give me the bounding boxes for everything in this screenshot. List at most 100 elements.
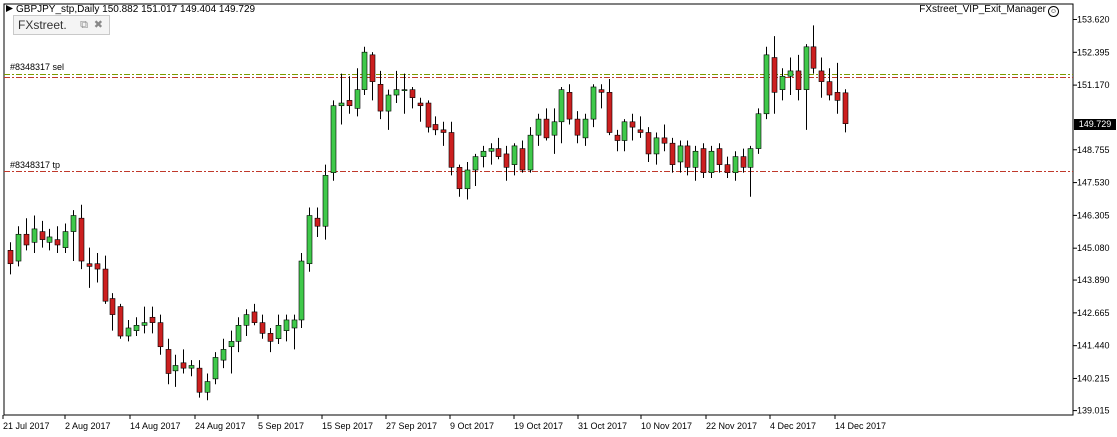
candle bbox=[172, 354, 179, 387]
candle-body bbox=[543, 118, 550, 139]
candle bbox=[125, 319, 132, 342]
candle-body bbox=[700, 148, 707, 173]
candle bbox=[291, 314, 298, 350]
candle-body bbox=[94, 263, 101, 270]
candle-body bbox=[346, 100, 353, 107]
candle-body bbox=[125, 327, 132, 337]
candle bbox=[354, 68, 361, 117]
fxstreet-panel[interactable]: FXstreet. ⧉ ✖ bbox=[13, 15, 110, 35]
candle bbox=[700, 143, 707, 179]
chart-arrow-icon bbox=[6, 5, 13, 12]
x-tick-label: 31 Oct 2017 bbox=[578, 421, 627, 431]
candle bbox=[472, 153, 479, 187]
candle-body bbox=[157, 322, 164, 348]
close-icon[interactable]: ✖ bbox=[93, 19, 103, 31]
candle bbox=[692, 145, 699, 181]
candle bbox=[810, 25, 817, 74]
candle bbox=[582, 113, 589, 146]
candle-body bbox=[818, 70, 825, 82]
candle bbox=[220, 338, 227, 369]
candle-body bbox=[78, 217, 85, 262]
candle bbox=[432, 116, 439, 136]
sell-order-label: #8348317 sel bbox=[10, 62, 65, 73]
x-tick-label: 27 Sep 2017 bbox=[386, 421, 437, 431]
candle bbox=[629, 113, 636, 141]
candle bbox=[488, 143, 495, 165]
y-tick-label: 151.170 bbox=[1077, 80, 1110, 90]
candle bbox=[188, 360, 195, 377]
candle-body bbox=[314, 217, 321, 227]
candle bbox=[204, 373, 211, 401]
candle bbox=[747, 145, 754, 197]
x-tick-label: 19 Oct 2017 bbox=[514, 421, 563, 431]
candle-body bbox=[535, 118, 542, 136]
candle bbox=[795, 54, 802, 101]
candle bbox=[314, 207, 321, 237]
candle-body bbox=[810, 46, 817, 69]
candle-body bbox=[109, 298, 116, 315]
candle-body bbox=[653, 137, 660, 155]
candle bbox=[511, 143, 518, 176]
candle bbox=[740, 148, 747, 173]
candle-body bbox=[779, 75, 786, 90]
candle bbox=[298, 253, 305, 328]
candle-body bbox=[464, 169, 471, 190]
candle bbox=[417, 97, 424, 122]
x-tick-label: 2 Aug 2017 bbox=[65, 421, 111, 431]
candle bbox=[102, 255, 109, 304]
candle-body bbox=[31, 228, 38, 243]
candle-body bbox=[267, 333, 274, 342]
candle bbox=[834, 62, 841, 114]
ea-name: FXstreet_VIP_Exit_Manager bbox=[919, 4, 1046, 15]
fxstreet-label: FXstreet. bbox=[18, 18, 67, 32]
candle bbox=[149, 306, 156, 334]
candle bbox=[369, 52, 376, 101]
candle-body bbox=[259, 322, 266, 334]
candle-body bbox=[582, 118, 589, 139]
candle bbox=[558, 86, 565, 144]
candle bbox=[842, 89, 849, 133]
candle bbox=[464, 161, 471, 200]
candle bbox=[779, 68, 786, 101]
candle bbox=[637, 116, 644, 138]
candle bbox=[196, 360, 203, 398]
candle bbox=[409, 86, 416, 109]
candle-body bbox=[369, 54, 376, 82]
candle-body bbox=[440, 129, 447, 133]
candle bbox=[527, 127, 534, 173]
candle-body bbox=[212, 357, 219, 380]
candle bbox=[259, 314, 266, 339]
restore-icon[interactable]: ⧉ bbox=[80, 19, 88, 31]
candle bbox=[448, 121, 455, 176]
candle-body bbox=[747, 148, 754, 168]
candle bbox=[535, 113, 542, 146]
candle-body bbox=[361, 51, 368, 90]
candle bbox=[818, 57, 825, 98]
y-tick-label: 139.015 bbox=[1077, 406, 1110, 416]
candle bbox=[180, 349, 187, 374]
candle bbox=[78, 204, 85, 270]
expert-advisor-label[interactable]: FXstreet_VIP_Exit_Manager ☺ bbox=[919, 4, 1059, 17]
candle-body bbox=[834, 92, 841, 101]
y-tick-label: 145.080 bbox=[1077, 243, 1110, 253]
candle bbox=[763, 46, 770, 120]
candle bbox=[732, 151, 739, 181]
candle-body bbox=[629, 121, 636, 128]
candle bbox=[39, 220, 46, 248]
candle-body bbox=[180, 362, 187, 369]
y-tick-label: 152.395 bbox=[1077, 47, 1110, 57]
candle bbox=[495, 137, 502, 160]
candle bbox=[716, 143, 723, 173]
candle bbox=[574, 111, 581, 144]
candle bbox=[31, 215, 38, 254]
candle-body bbox=[755, 113, 762, 149]
candle bbox=[614, 129, 621, 152]
price-axis: 153.620 152.395 151.170 148.755 147.530 146.3… bbox=[1073, 14, 1110, 416]
time-axis: 21 Jul 2017 2 Aug 2017 14 Aug 2017 24 Aug 2… bbox=[2, 415, 886, 431]
candles-group bbox=[7, 25, 849, 401]
candle-body bbox=[724, 164, 731, 173]
candle bbox=[653, 132, 660, 165]
candle bbox=[283, 314, 290, 342]
candle bbox=[109, 293, 116, 331]
